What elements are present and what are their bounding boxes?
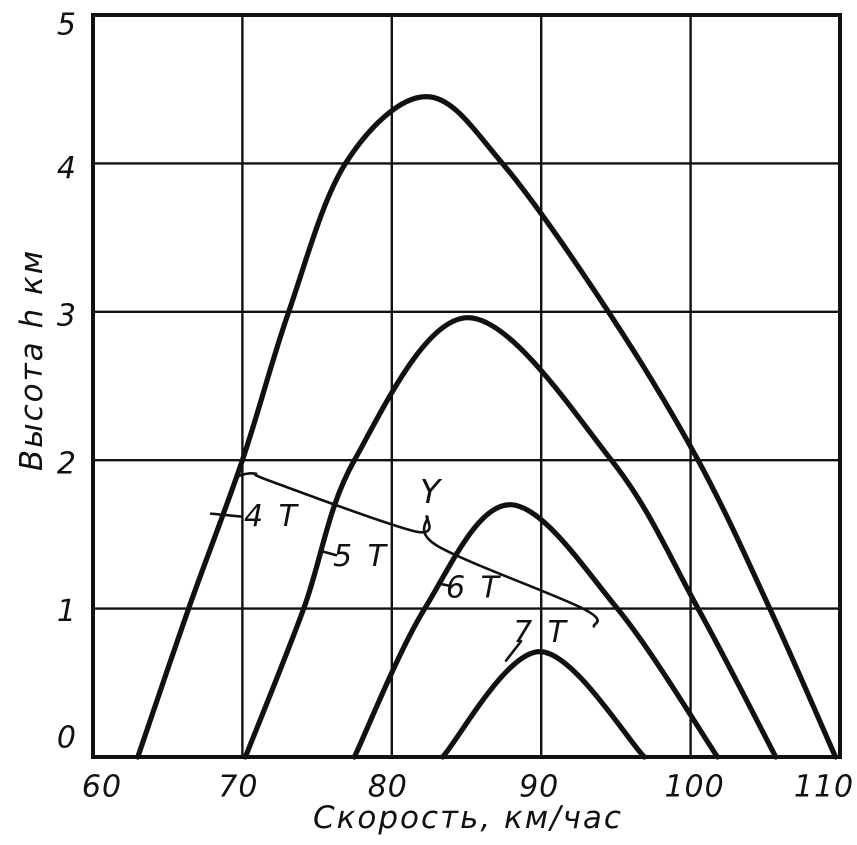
x-tick-label-80: 80 (368, 770, 408, 805)
y-tick-label-1: 1 (57, 594, 77, 629)
x-tick-label-90: 90 (519, 770, 559, 805)
x-tick-label-110: 110 (794, 770, 854, 805)
x-tick-label-70: 70 (218, 770, 258, 805)
y-tick-label-2: 2 (57, 447, 77, 482)
y-axis-title: Высота h км (14, 249, 50, 471)
label-tick-4t (209, 512, 243, 518)
group-leader-line (230, 472, 599, 628)
x-axis-title: Скорость, км/час (313, 800, 623, 836)
label-tick-7t (504, 639, 523, 662)
y-tick-label-4: 4 (57, 151, 77, 186)
axes-frame (91, 13, 842, 759)
curve-label-7t: 7 T (513, 615, 569, 650)
curve-4t (135, 94, 839, 760)
curve-5t (242, 315, 779, 760)
y-tick-label-3: 3 (57, 298, 77, 333)
plot-area: 4 T 5 T 6 T 7 T Y 60 70 80 90 100 110 0 1 2 3 4 5 (57, 8, 854, 805)
curve-label-5t: 5 T (333, 539, 389, 574)
curve-6t (351, 502, 721, 760)
y-tick-label-0: 0 (57, 721, 77, 756)
curve-label-6t: 6 T (446, 570, 502, 605)
x-tick-label-100: 100 (664, 770, 724, 805)
curve-7t (440, 649, 647, 760)
group-label-y: Y (420, 472, 443, 511)
label-tick-6t (436, 582, 454, 588)
x-tick-label-60: 60 (82, 770, 122, 805)
curve-label-4t: 4 T (244, 499, 300, 534)
y-tick-label-5: 5 (57, 8, 77, 43)
label-tick-5t (318, 549, 338, 557)
